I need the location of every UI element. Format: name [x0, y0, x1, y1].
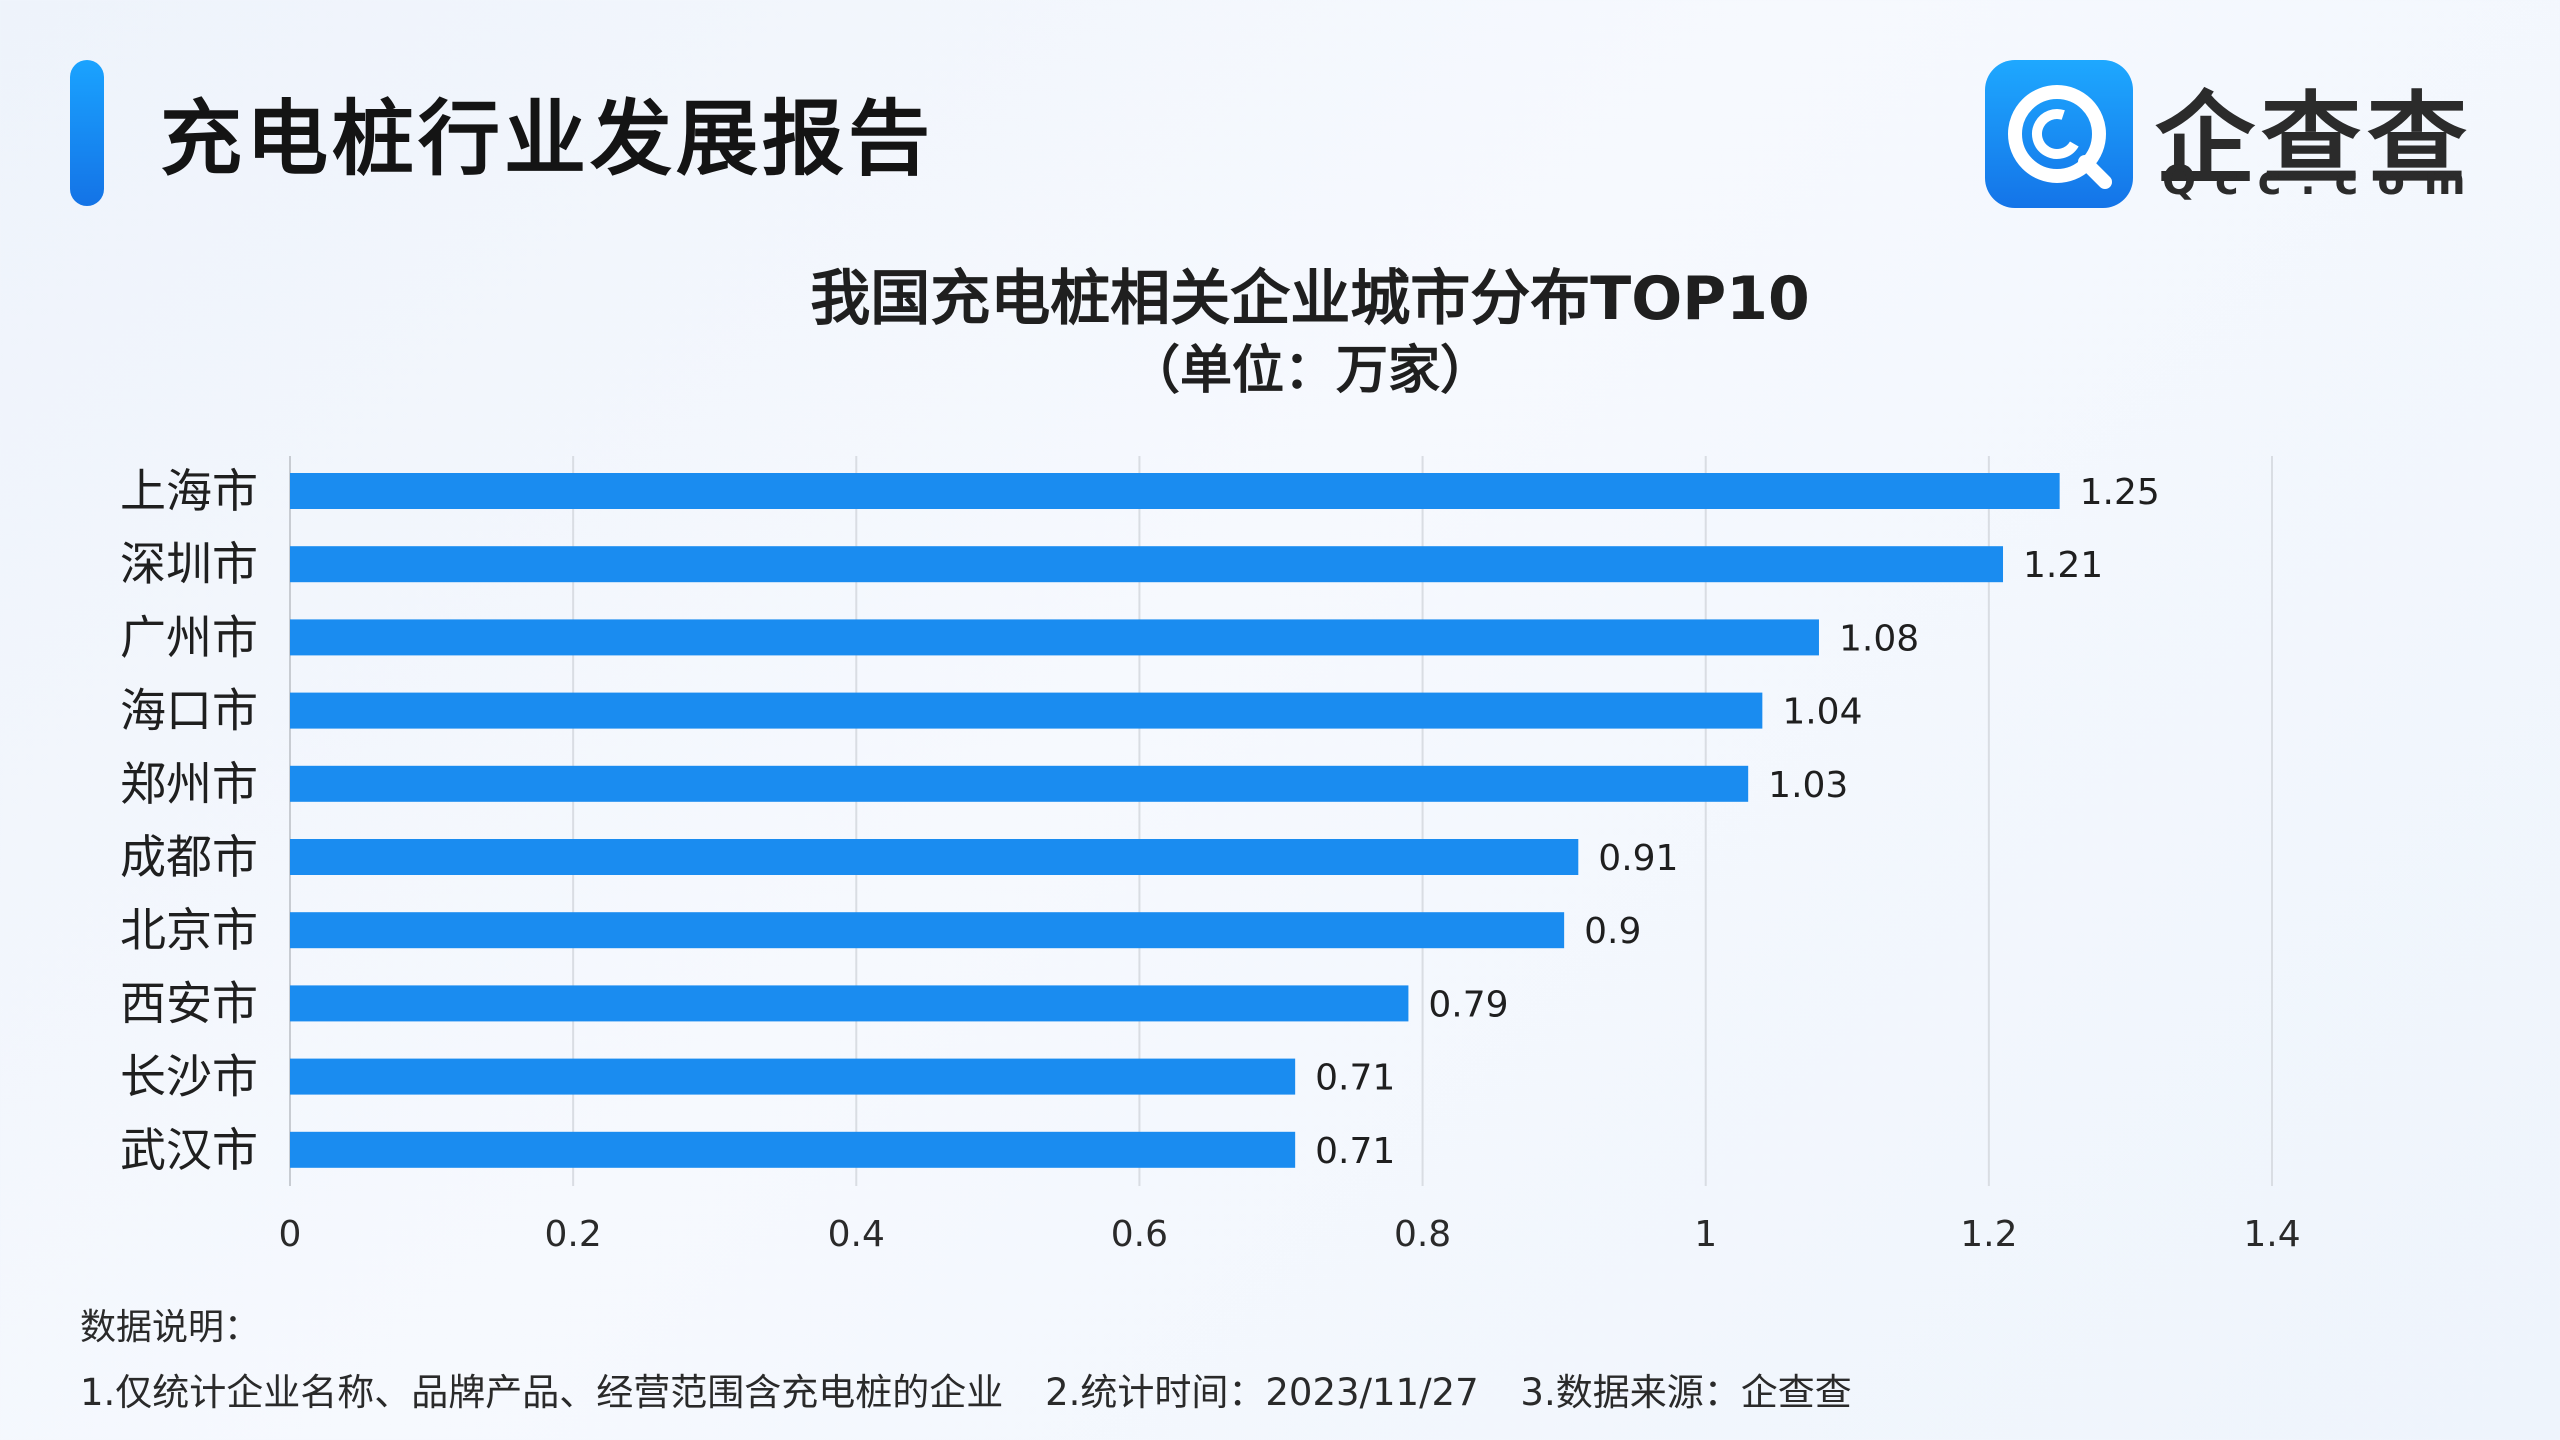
data-label: 0.71	[1315, 1058, 1395, 1099]
x-tick-label: 0.2	[545, 1214, 602, 1255]
note-item: 1.仅统计企业名称、品牌产品、经营范围含充电桩的企业	[80, 1371, 1004, 1414]
x-tick-label: 0	[279, 1214, 302, 1255]
x-tick-label: 0.4	[828, 1214, 885, 1255]
x-tick-label: 1.2	[1960, 1214, 2017, 1255]
qcc-logo-icon	[1985, 60, 2133, 208]
data-label: 0.9	[1584, 911, 1641, 952]
chart-subtitle: （单位：万家）	[1127, 341, 1492, 401]
x-tick-label: 1.4	[2243, 1214, 2300, 1255]
note-item: 2.统计时间：2023/11/27	[1045, 1371, 1479, 1414]
brand-name: 企查查	[2155, 81, 2473, 198]
category-label: 成都市	[120, 830, 258, 884]
category-label: 北京市	[120, 903, 258, 957]
bar	[290, 839, 1579, 875]
data-label: 0.71	[1315, 1131, 1395, 1172]
category-label: 上海市	[120, 464, 258, 518]
category-label: 西安市	[120, 976, 258, 1030]
bar	[290, 619, 1819, 656]
x-tick-label: 1	[1694, 1214, 1717, 1255]
bar-chart: 0 0.2 0.4 0.6 0.8 1 1.2 1.4 上海市 1.25 深圳市 1.21 广州市 1.0…	[120, 456, 2301, 1255]
bar	[290, 473, 2060, 509]
category-label: 深圳市	[120, 537, 258, 591]
brand-domain: Qcc.com	[2162, 158, 2485, 204]
data-label: 1.21	[2023, 545, 2103, 586]
bar	[290, 1131, 1296, 1168]
chart-title: 我国充电桩相关企业城市分布TOP10	[810, 264, 1810, 334]
notes-body: 1.仅统计企业名称、品牌产品、经营范围含充电桩的企业 2.统计时间：2023/1…	[80, 1362, 1852, 1416]
bar	[290, 912, 1565, 949]
report-title: 充电桩行业发展报告	[160, 92, 935, 187]
category-label: 郑州市	[120, 757, 258, 811]
bar	[290, 985, 1409, 1022]
title-accent-bar	[70, 60, 104, 206]
notes-title: 数据说明：	[80, 1307, 261, 1348]
category-label: 广州市	[120, 610, 258, 664]
data-label: 1.03	[1768, 765, 1848, 806]
x-tick-label: 0.6	[1111, 1214, 1168, 1255]
x-tick-label: 0.8	[1394, 1214, 1451, 1255]
data-label: 0.79	[1428, 984, 1508, 1025]
category-label: 武汉市	[120, 1123, 258, 1177]
note-item: 3.数据来源：企查查	[1520, 1371, 1852, 1414]
qcc-logo-glyph	[2008, 85, 2112, 189]
category-label: 长沙市	[120, 1050, 258, 1104]
data-label: 1.08	[1839, 618, 1919, 659]
category-label: 海口市	[120, 684, 258, 738]
data-label: 1.25	[2080, 472, 2160, 513]
bar	[290, 546, 2004, 583]
data-label: 0.91	[1598, 838, 1678, 879]
bar	[290, 1058, 1296, 1095]
data-label: 1.04	[1782, 692, 1862, 733]
bar	[290, 692, 1763, 729]
bar	[290, 765, 1749, 802]
